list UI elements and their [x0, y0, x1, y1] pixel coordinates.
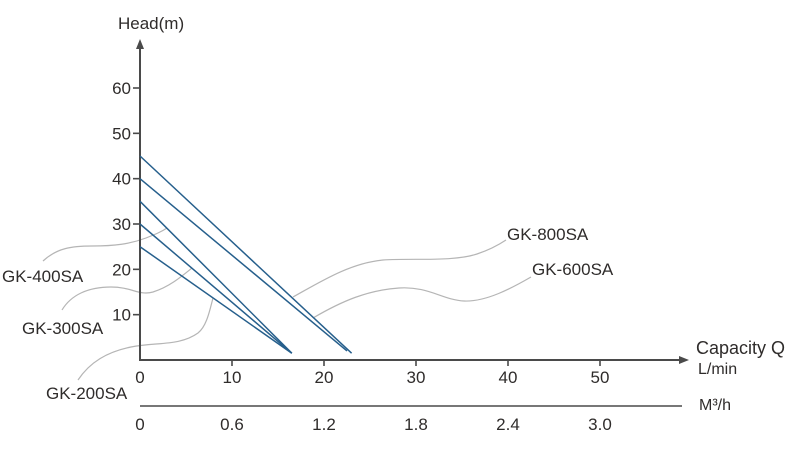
series-label-gk-300sa: GK-300SA: [22, 319, 104, 338]
x-tick-label: 30: [407, 368, 426, 387]
secondary-x-tick-label: 0.6: [220, 415, 244, 434]
secondary-x-tick-label: 1.2: [312, 415, 336, 434]
y-tick-label: 40: [112, 170, 131, 189]
x-axis-title: Capacity Q: [696, 338, 786, 358]
y-tick-label: 20: [112, 260, 131, 279]
x-tick-label: 0: [135, 368, 144, 387]
leader-gk-600sa: [312, 276, 532, 319]
secondary-x-tick-label: 1.8: [404, 415, 428, 434]
y-tick-label: 60: [112, 79, 131, 98]
secondary-x-axis-unit: M³/h: [699, 397, 731, 414]
curve-gk-200sa: [139, 246, 293, 354]
x-tick-label: 40: [499, 368, 518, 387]
curve-gk-800sa: [139, 155, 353, 354]
secondary-x-tick-label: 3.0: [588, 415, 612, 434]
leader-gk-800sa: [292, 239, 507, 298]
series-label-gk-800sa: GK-800SA: [507, 225, 589, 244]
curve-gk-400sa: [139, 200, 293, 354]
secondary-x-tick-label: 0: [135, 415, 144, 434]
curve-gk-300sa: [139, 223, 293, 354]
leader-lines: [42, 227, 532, 381]
y-tick-label: 10: [112, 306, 131, 325]
x-tick-label: 20: [315, 368, 334, 387]
series-label-gk-400sa: GK-400SA: [2, 267, 84, 286]
y-tick-label: 50: [112, 124, 131, 143]
x-axis-arrow-icon: [679, 356, 689, 364]
series-label-gk-600sa: GK-600SA: [532, 260, 614, 279]
leader-gk-300sa: [61, 267, 193, 311]
y-tick-label: 30: [112, 215, 131, 234]
series-label-gk-200sa: GK-200SA: [46, 384, 128, 403]
secondary-x-tick-label: 2.4: [496, 415, 520, 434]
y-axis-title: Head(m): [118, 14, 185, 33]
leader-gk-400sa: [42, 227, 168, 262]
x-tick-label: 50: [591, 368, 610, 387]
y-axis-arrow-icon: [136, 39, 144, 49]
curve-gk-600sa: [139, 178, 348, 352]
x-axis-unit: L/min: [698, 361, 738, 378]
leader-gk-200sa: [77, 297, 214, 381]
x-tick-label: 10: [223, 368, 242, 387]
